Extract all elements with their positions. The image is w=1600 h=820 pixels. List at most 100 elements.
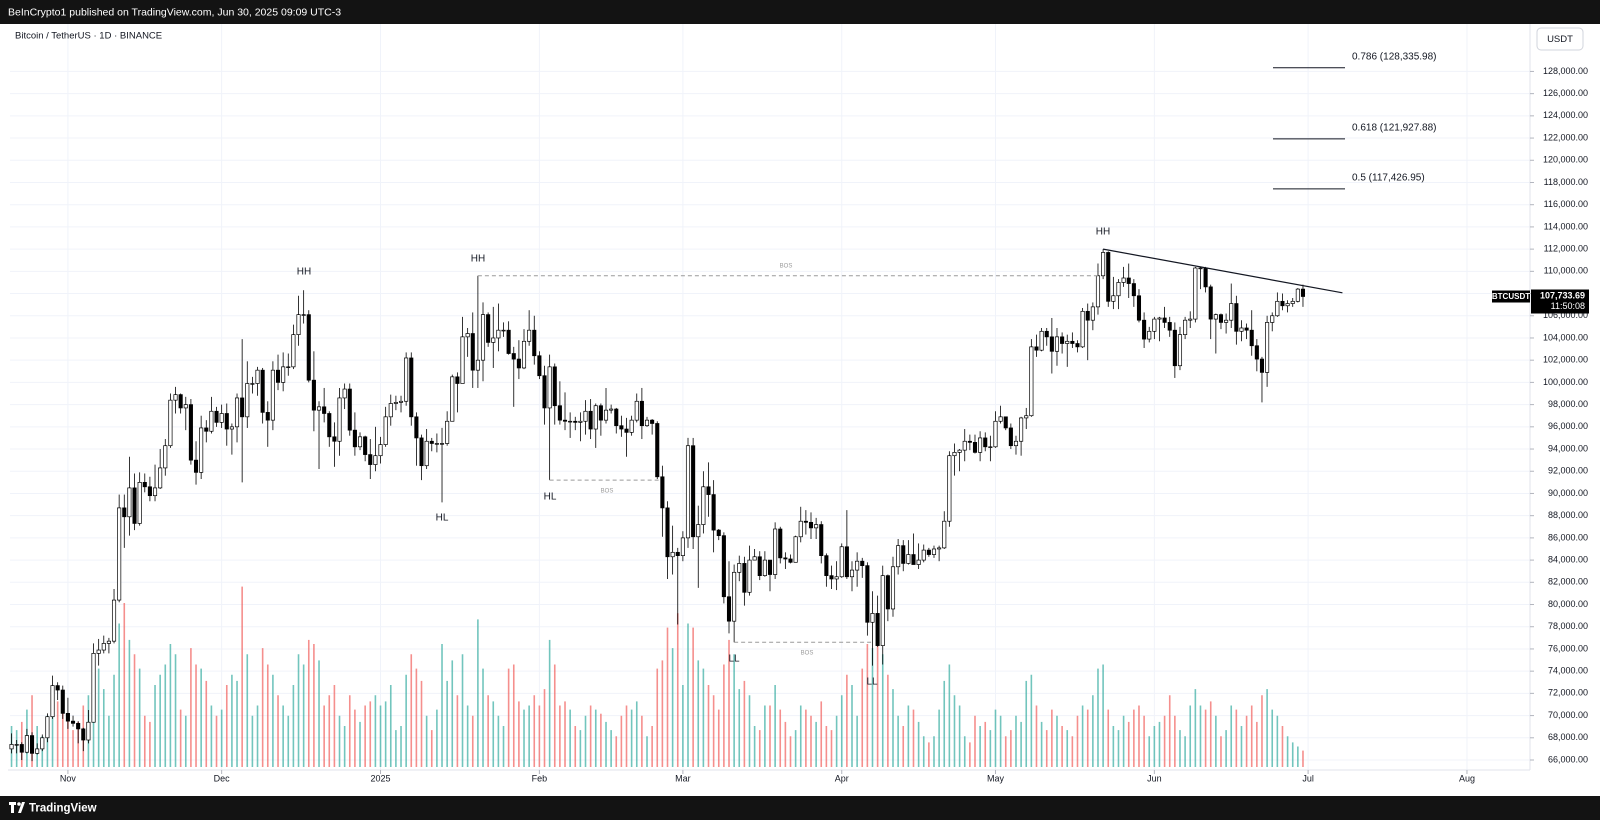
candle-body — [414, 416, 419, 439]
candle-body — [378, 444, 383, 457]
structure-label: HH — [471, 254, 485, 265]
volume-bar — [225, 685, 228, 767]
x-tick-label: Aug — [1459, 773, 1475, 783]
y-tick-label: 100,000.00 — [1543, 377, 1588, 387]
logo-shape — [18, 802, 25, 813]
volume-bar — [912, 709, 915, 767]
volume-bar — [948, 664, 951, 767]
volume-bar — [881, 654, 884, 767]
candle-body — [96, 649, 101, 654]
candle-body — [1275, 300, 1280, 317]
candle-body — [639, 400, 644, 427]
candle-body — [521, 340, 527, 369]
candle-body — [1167, 322, 1172, 331]
candle-body — [1290, 300, 1295, 304]
y-tick-label: 114,000.00 — [1544, 221, 1588, 231]
structure-label: HH — [297, 267, 311, 278]
candle-body — [434, 443, 439, 445]
candle-body — [1280, 300, 1285, 307]
volume-bar — [56, 701, 59, 767]
bos-label: BOS — [780, 264, 793, 270]
volume-bar — [1066, 730, 1069, 767]
volume-bar — [1204, 709, 1207, 767]
candle-body — [1193, 267, 1198, 320]
candle-body — [1013, 440, 1019, 447]
volume-bar — [1107, 709, 1110, 767]
volume-bar — [374, 695, 377, 767]
volume-bar — [492, 701, 495, 767]
candle-body — [798, 520, 803, 538]
candle-body — [250, 383, 255, 385]
candle-body — [870, 613, 875, 623]
y-tick-label: 80,000.00 — [1548, 599, 1588, 609]
candle-body — [311, 379, 316, 411]
volume-bar — [395, 730, 397, 767]
volume-bar — [825, 726, 828, 767]
volume-bar — [502, 726, 505, 767]
volume-bar — [559, 705, 561, 767]
volume-bar — [282, 705, 284, 767]
volume-bar — [149, 721, 151, 767]
volume-bar — [102, 689, 105, 767]
structure-label: LL — [866, 677, 878, 688]
y-tick-label: 122,000.00 — [1543, 132, 1588, 142]
candle-body — [1060, 336, 1065, 344]
volume-bar — [430, 730, 433, 767]
volume-bar — [620, 715, 623, 767]
volume-bar — [692, 627, 694, 767]
volume-bar — [266, 664, 269, 767]
volume-bar — [579, 730, 582, 767]
brand-name: TradingView — [29, 803, 97, 815]
volume-bar — [523, 709, 525, 767]
candle-body — [578, 420, 583, 423]
candle-body — [1229, 303, 1234, 321]
candle-body — [306, 314, 311, 381]
candle-body — [465, 333, 470, 338]
volume-bar — [723, 664, 725, 767]
candle-body — [1147, 330, 1152, 340]
candle-body — [183, 404, 188, 409]
volume-bar — [840, 695, 843, 767]
candle-body — [275, 369, 281, 383]
volume-bar — [743, 680, 746, 767]
volume-bar — [348, 695, 351, 767]
volume-bar — [938, 709, 940, 767]
volume-bar — [118, 623, 120, 767]
volume-bar — [589, 705, 592, 767]
volume-bar — [543, 689, 546, 767]
volume-bar — [810, 715, 812, 767]
y-tick-label: 72,000.00 — [1548, 688, 1588, 698]
volume-bar — [164, 664, 167, 767]
volume-bar — [1174, 715, 1176, 767]
candle-body — [1116, 282, 1121, 297]
currency-button[interactable] — [1536, 27, 1584, 51]
volume-bar — [764, 705, 766, 767]
candle-body — [1065, 340, 1070, 344]
candle-body — [1070, 340, 1075, 344]
candle-body — [1152, 318, 1157, 332]
footer-bar — [0, 796, 1600, 820]
candle-body — [240, 397, 245, 418]
candle-body — [839, 546, 844, 578]
candle-body — [701, 486, 706, 525]
volume-bar — [1215, 715, 1217, 767]
candle-body — [1019, 417, 1024, 442]
volume-bar — [528, 705, 530, 767]
candle-body — [1101, 252, 1106, 277]
candle-body — [332, 436, 337, 442]
candle-body — [137, 482, 142, 524]
volume-bar — [846, 674, 848, 767]
volume-bar — [261, 648, 264, 767]
candle-body — [245, 383, 250, 418]
candle-body — [793, 536, 798, 563]
volume-bar — [928, 742, 930, 767]
currency-label[interactable]: USDT — [1547, 34, 1573, 45]
x-tick-label: Feb — [532, 773, 548, 783]
volume-bar — [656, 668, 659, 767]
axis-layer: 66,000.00 68,000.00 70,000.00 72,000.00 74,0… — [60, 66, 1589, 783]
volume-bar — [169, 644, 172, 767]
volume-bar — [251, 715, 254, 767]
candle-body — [368, 454, 373, 465]
volume-bar — [31, 695, 33, 767]
volume-bar — [1261, 695, 1263, 767]
